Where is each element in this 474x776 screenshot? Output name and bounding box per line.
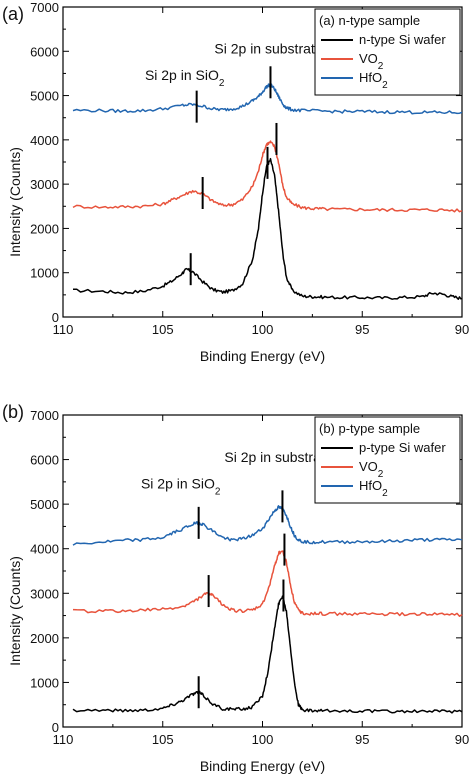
legend-entry: n-type Si wafer [359, 32, 446, 47]
legend-entry-subscript: 2 [382, 488, 388, 499]
legend-entry-subscript: 2 [378, 61, 384, 72]
y-tick-label: 7000 [30, 0, 59, 15]
y-tick-label: 4000 [30, 133, 59, 148]
series-line [72, 550, 463, 617]
chart-panel-a: (a) 110 105 100 95 90 0 1000 2000 3000 4000 5000 600… [2, 0, 469, 364]
legend-box [314, 416, 461, 504]
x-axis-label: Binding Energy (eV) [200, 348, 325, 364]
y-tick-label: 1000 [30, 266, 59, 281]
y-tick-label: 7000 [30, 408, 59, 423]
x-tick-label: 105 [152, 732, 174, 747]
x-axis-label: Binding Energy (eV) [200, 758, 325, 774]
legend-box [314, 8, 461, 96]
y-axis-label: Intensity (Counts) [7, 556, 23, 666]
y-tick-label: 0 [52, 720, 59, 735]
annotation-sio2: Si 2p in SiO2 [141, 476, 221, 498]
series-line [73, 157, 463, 300]
chart-panel-b: (b) 110 105 100 95 90 0 1000 2000 3000 4000 5000 600… [2, 402, 469, 774]
y-tick-label: 1000 [30, 675, 59, 690]
y-tick-label: 2000 [30, 631, 59, 646]
y-tick-label: 5000 [30, 497, 59, 512]
panel-label: (a) [2, 4, 24, 24]
y-tick-label: 5000 [30, 89, 59, 104]
y-tick-label: 0 [52, 310, 59, 325]
annotation-sio2: Si 2p in SiO2 [145, 67, 225, 89]
x-tick-label: 95 [355, 732, 369, 747]
x-tick-label: 95 [355, 322, 369, 337]
legend-title: (b) p-type sample [319, 421, 420, 436]
legend-entry-subscript: 2 [378, 469, 384, 480]
y-tick-label: 3000 [30, 586, 59, 601]
series-line [72, 83, 463, 115]
annotation-sio2-subscript: 2 [219, 78, 225, 89]
x-tick-label: 100 [252, 732, 274, 747]
x-tick-label: 90 [455, 732, 469, 747]
annotation-substrate: Si 2p in substrate [224, 449, 332, 465]
legend-title: (a) n-type sample [319, 13, 420, 28]
legend-entry: p-type Si wafer [359, 440, 446, 455]
y-tick-label: 4000 [30, 542, 59, 557]
x-tick-label: 110 [53, 732, 74, 747]
annotation-substrate: Si 2p in substrate [214, 41, 322, 57]
x-tick-label: 105 [152, 322, 174, 337]
legend-entry-subscript: 2 [382, 80, 388, 91]
series-line [72, 140, 463, 213]
x-tick-label: 100 [252, 322, 274, 337]
annotation-sio2-subscript: 2 [215, 486, 221, 497]
series-line [72, 595, 463, 714]
panel-label: (b) [2, 402, 24, 422]
y-axis-label: Intensity (Counts) [7, 147, 23, 257]
y-tick-label: 6000 [30, 453, 59, 468]
x-tick-label: 110 [53, 322, 74, 337]
series-line [72, 505, 463, 546]
y-tick-label: 2000 [30, 221, 59, 236]
y-tick-label: 6000 [30, 44, 59, 59]
x-tick-label: 90 [455, 322, 469, 337]
y-tick-label: 3000 [30, 177, 59, 192]
